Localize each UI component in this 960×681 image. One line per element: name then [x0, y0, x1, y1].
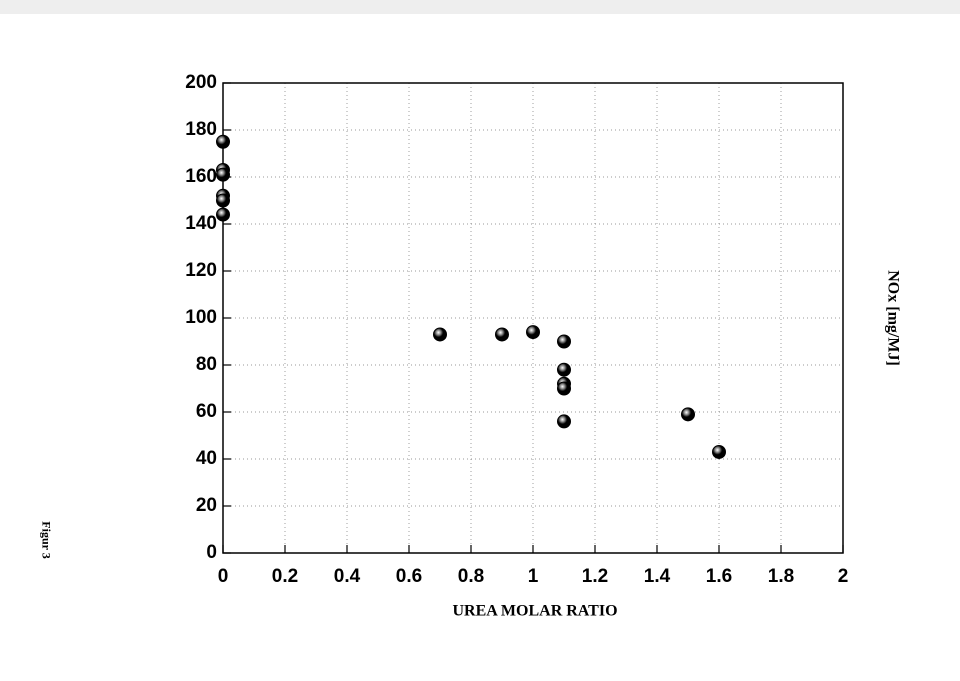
point	[216, 134, 230, 149]
point	[495, 327, 509, 342]
x-tick-label: 0.8	[458, 566, 484, 587]
y-tick-label: 140	[185, 213, 217, 234]
scan-edge	[0, 0, 960, 14]
point	[681, 407, 695, 422]
x-tick-label: 1.8	[768, 566, 794, 587]
point	[557, 381, 571, 396]
y-tick-label: 160	[185, 166, 217, 187]
y-tick-label: 120	[185, 260, 217, 281]
x-axis-label: UREA MOLAR RATIO	[452, 603, 617, 620]
y-tick-label: 40	[196, 448, 217, 469]
x-tick-label: 0.2	[272, 566, 298, 587]
point	[712, 444, 726, 459]
x-tick-label: 2	[838, 566, 849, 587]
x-tick-label: 0.4	[334, 566, 361, 587]
y-tick-label: 80	[196, 354, 217, 375]
point	[216, 193, 230, 208]
point	[557, 334, 571, 349]
point	[557, 414, 571, 429]
point	[216, 207, 230, 222]
y-tick-label: 0	[206, 542, 217, 563]
x-tick-label: 1.4	[644, 566, 671, 587]
x-tick-label: 1.6	[706, 566, 732, 587]
point	[433, 327, 447, 342]
figure-label: Figur 3	[39, 521, 53, 558]
y-tick-label: 200	[185, 72, 217, 93]
point	[557, 362, 571, 377]
x-tick-label: 1	[528, 566, 539, 587]
y-tick-label: 20	[196, 495, 217, 516]
y-tick-label: 100	[185, 307, 217, 328]
x-tick-label: 0.6	[396, 566, 422, 587]
point	[216, 167, 230, 182]
point	[526, 325, 540, 340]
x-tick-label: 0	[218, 566, 229, 587]
x-tick-label: 1.2	[582, 566, 608, 587]
y-tick-label: 180	[185, 119, 217, 140]
plot-frame	[222, 82, 844, 554]
y-axis-label: NOx [mg/MJ]	[884, 270, 901, 366]
y-tick-label: 60	[196, 401, 217, 422]
